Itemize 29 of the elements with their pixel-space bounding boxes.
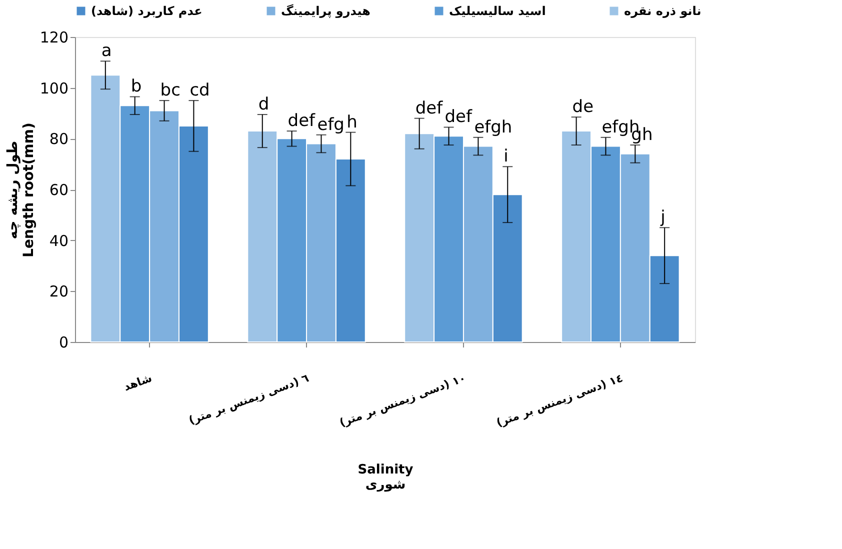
y-tick-label: 100 [40,79,68,98]
data-label: a [101,41,112,62]
legend-label: نانو ذره نقره [624,4,702,18]
data-label: cd [190,80,210,101]
y-tick-label: 120 [40,28,68,46]
x-tick-label: ٦ (دسی زیمنس بر متر) [187,371,311,428]
data-label: i [504,146,508,167]
data-label: def [444,107,474,128]
y-tick-label: 40 [49,232,68,250]
y-tick-label: 20 [49,282,68,301]
x-tick-label: ١٤ (دسی زیمنس بر متر) [494,372,625,430]
legend-label: اسید سالیسیلیک [449,4,546,18]
data-label: def [415,98,444,118]
x-tick-label: ١٠ (دسی زیمنس بر متر) [338,372,468,430]
x-tick-label: شاهد [122,372,154,394]
legend-label: عدم کاربرد (شاهد) [91,4,202,18]
data-label: bc [160,80,180,101]
data-label: efgh [474,117,512,138]
data-label: j [660,208,666,228]
data-label: de [572,97,594,118]
y-tick-label: 80 [49,130,68,148]
data-label: efg [317,114,344,135]
y-tick-label: 60 [49,181,68,199]
data-label: d [258,94,270,115]
data-label: b [130,76,142,97]
data-label: def [288,111,316,132]
legend-label: هیدرو پرایمینگ [281,4,370,18]
data-label: h [346,112,358,132]
y-tick-label: 0 [58,334,68,352]
